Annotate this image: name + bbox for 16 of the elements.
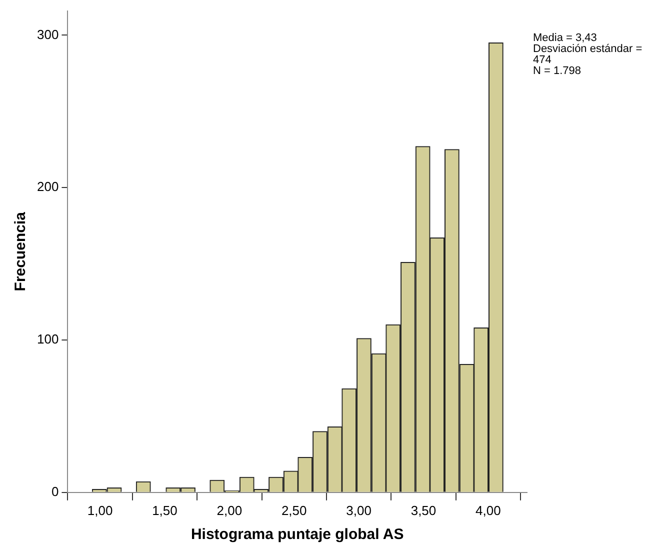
text: N = 1.798 — [533, 65, 582, 77]
y-tick-label: 0 — [51, 484, 59, 499]
text: Media = 3,43 — [533, 32, 597, 44]
y-tick-label: 200 — [36, 179, 59, 194]
x-tick-label: 2,50 — [281, 502, 307, 518]
x-tick-label: 3,00 — [346, 502, 372, 518]
x-tick-label: 3,50 — [410, 502, 436, 518]
x-tick-label: 1,00 — [87, 502, 113, 518]
x-axis-title: Histograma puntaje global AS — [190, 526, 404, 544]
y-tick-label: 300 — [36, 26, 59, 42]
y-axis-title: Frecuencia — [12, 211, 30, 292]
y-tick-label: 100 — [36, 332, 59, 347]
x-tick-label: 2,00 — [216, 502, 242, 518]
x-tick-label: 1,50 — [152, 502, 178, 518]
text: Desviación estándar = 474 — [533, 43, 644, 66]
x-tick-label: 4,00 — [476, 502, 501, 518]
